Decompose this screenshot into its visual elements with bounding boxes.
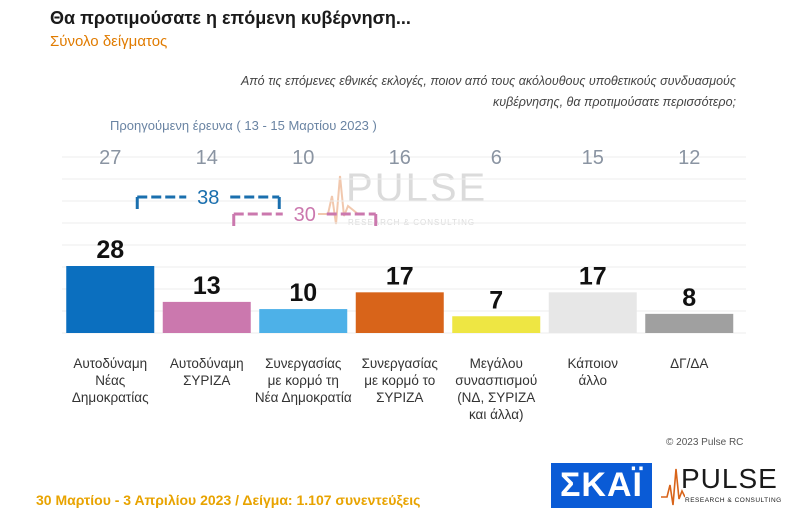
survey-footer: 30 Μαρτίου - 3 Απριλίου 2023 / Δείγμα: 1… xyxy=(36,492,421,508)
copyright-text: © 2023 Pulse RC xyxy=(666,437,744,448)
data-label: 7 xyxy=(489,286,503,314)
category-label: και άλλα) xyxy=(469,407,524,422)
bracket-sum-label: 30 xyxy=(294,204,316,226)
page-subtitle: Σύνολο δείγματος xyxy=(50,33,168,50)
bar xyxy=(259,309,348,333)
data-label: 8 xyxy=(682,284,696,312)
pulse-logo-text: PULSE xyxy=(681,463,778,494)
category-label: Νέα Δημοκρατία xyxy=(255,390,352,405)
previous-value-label: 16 xyxy=(389,147,411,169)
watermark-text: PULSE xyxy=(346,166,488,210)
category-label: άλλο xyxy=(578,373,607,388)
page-title: Θα προτιμούσατε η επόμενη κυβέρνηση... xyxy=(50,8,411,28)
pulse-logo-wave-icon xyxy=(661,468,685,506)
question-line-1: Από τις επόμενες εθνικές εκλογές, ποιον … xyxy=(240,74,736,88)
bracket-sum-label: 38 xyxy=(197,187,219,209)
question-line-2: κυβέρνησης, θα προτιμούσατε περισσότερο; xyxy=(492,95,736,109)
category-label: συνασπισμού xyxy=(455,373,537,388)
bar xyxy=(355,292,444,333)
category-label: Συνεργασίας xyxy=(362,356,439,371)
bar-chart: 28 27 Αυτοδύναμη Νέας Δημοκρατίας 13 14 Αυτοδύν… xyxy=(62,147,746,422)
previous-value-label: 14 xyxy=(196,147,218,169)
category-label: ΔΓ/ΔΑ xyxy=(670,356,708,371)
previous-value-label: 15 xyxy=(582,147,604,169)
category-label: Αυτοδύναμη xyxy=(170,356,244,371)
category-label: ΣΥΡΙΖΑ xyxy=(183,373,230,388)
data-label: 17 xyxy=(579,262,607,290)
pulse-logo-subtext: RESEARCH & CONSULTING xyxy=(685,497,782,504)
data-label: 13 xyxy=(193,272,221,300)
bar xyxy=(548,292,637,333)
category-label: Δημοκρατίας xyxy=(72,390,149,405)
bar xyxy=(452,316,541,333)
previous-survey-label: Προηγούμενη έρευνα ( 13 - 15 Μαρτίου 202… xyxy=(110,118,377,133)
category-label: (ΝΔ, ΣΥΡΙΖΑ xyxy=(457,390,535,405)
category-label: ΣΥΡΙΖΑ xyxy=(376,390,423,405)
previous-value-label: 12 xyxy=(678,147,700,169)
category-label: Αυτοδύναμη xyxy=(73,356,147,371)
pulse-wave-icon xyxy=(318,175,358,225)
category-label: Νέας xyxy=(95,373,126,388)
data-label: 10 xyxy=(289,279,317,307)
category-label: με κορμό τη xyxy=(268,373,339,388)
category-label: Μεγάλου xyxy=(470,356,523,371)
category-label: με κορμό το xyxy=(364,373,435,388)
data-label: 17 xyxy=(386,262,414,290)
previous-value-label: 6 xyxy=(491,147,502,169)
category-label: Συνεργασίας xyxy=(265,356,342,371)
category-label: Κάποιον xyxy=(567,356,618,371)
bar xyxy=(162,301,251,333)
previous-value-label: 10 xyxy=(292,147,314,169)
data-label: 28 xyxy=(96,236,124,264)
bar xyxy=(645,313,734,333)
bar xyxy=(66,266,155,333)
previous-value-label: 27 xyxy=(99,147,121,169)
pulse-logo: PULSE RESEARCH & CONSULTING xyxy=(661,463,781,513)
skai-logo: ΣΚΑΪ xyxy=(551,463,652,508)
